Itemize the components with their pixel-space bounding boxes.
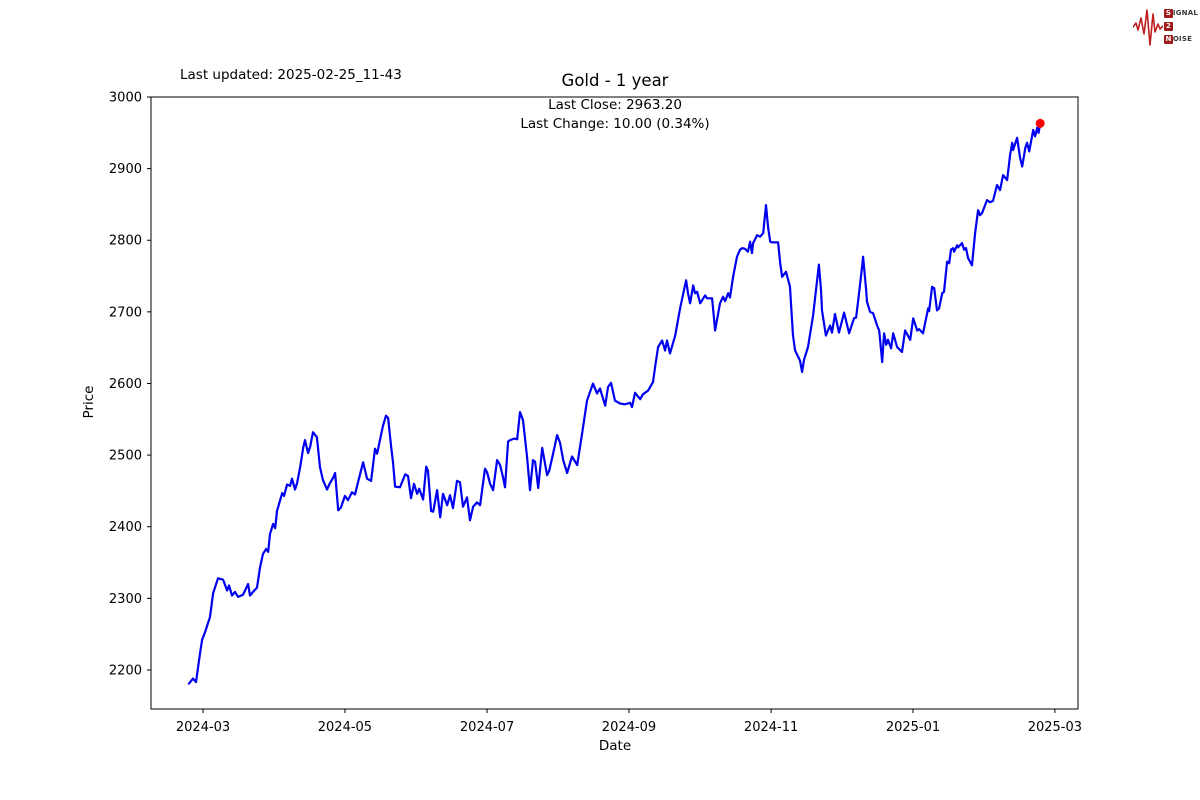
y-tick-label: 2900 [109,162,142,177]
y-tick-label: 2200 [109,663,142,678]
y-tick-label: 2700 [109,305,142,320]
y-tick-label: 2800 [109,234,142,249]
chart-title: Gold - 1 year [561,71,669,90]
x-tick-label: 2024-05 [318,720,372,735]
x-axis-label: Date [598,738,632,754]
y-tick-label: 2300 [109,592,142,607]
logo-letter-n: N [1163,34,1173,44]
price-line [187,122,1042,685]
waveform-icon [1132,9,1163,46]
last-close-annotation: Last Close: 2963.20 [548,97,682,113]
x-tick-label: 2024-11 [744,720,798,735]
x-tick-label: 2025-03 [1028,720,1082,735]
last-price-dot [1035,118,1045,128]
y-tick-label: 2400 [109,520,142,535]
plot-border [150,96,1079,710]
last-updated-text: Last updated: 2025-02-25_11-43 [180,67,402,83]
x-tick-label: 2024-03 [176,720,230,735]
logo-letter-s: S [1163,8,1173,18]
y-tick-label: 3000 [109,91,142,106]
last-change-annotation: Last Change: 10.00 (0.34%) [520,116,710,132]
y-tick-label: 2500 [109,449,142,464]
x-tick-label: 2024-09 [602,720,656,735]
y-tick-label: 2600 [109,377,142,392]
y-axis-label: Price [81,385,97,419]
logo-letter-2: 2 [1163,21,1173,31]
x-tick-label: 2025-01 [886,720,940,735]
signal2noise-logo: S IGNAL 2 N OISE [1132,3,1198,49]
x-tick-label: 2024-07 [460,720,514,735]
logo-text: S IGNAL 2 N OISE [1163,8,1198,44]
